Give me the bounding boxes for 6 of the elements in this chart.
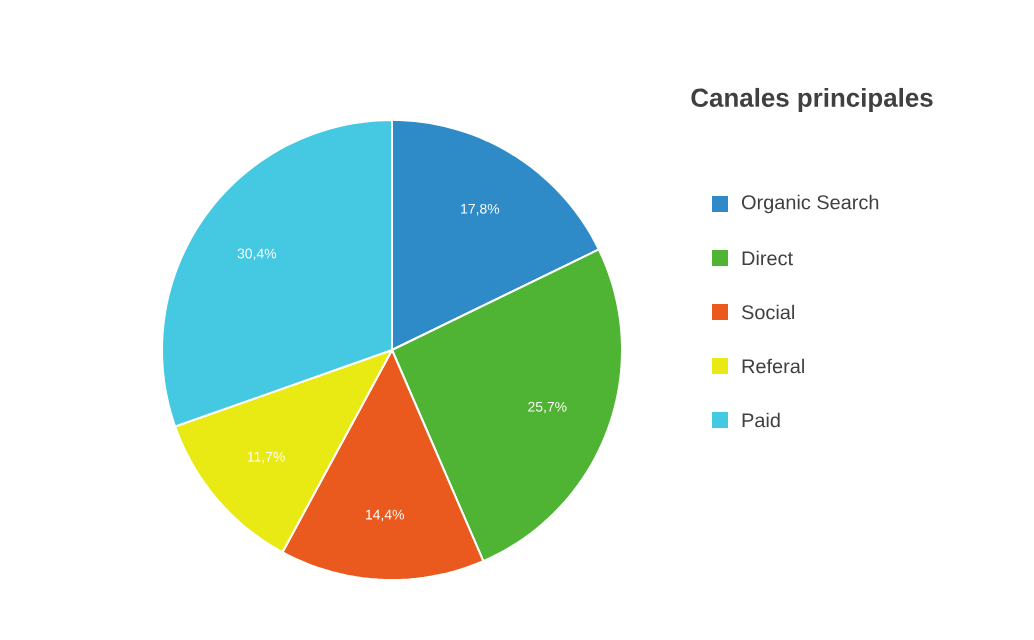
chart-title: Canales principales <box>691 87 933 113</box>
legend-label: Social <box>741 304 794 320</box>
legend-label: Paid <box>742 412 780 428</box>
legend-label: Organic Search <box>741 194 879 214</box>
legend-label: Referal <box>742 358 804 374</box>
legend-label: Direct <box>742 250 793 266</box>
